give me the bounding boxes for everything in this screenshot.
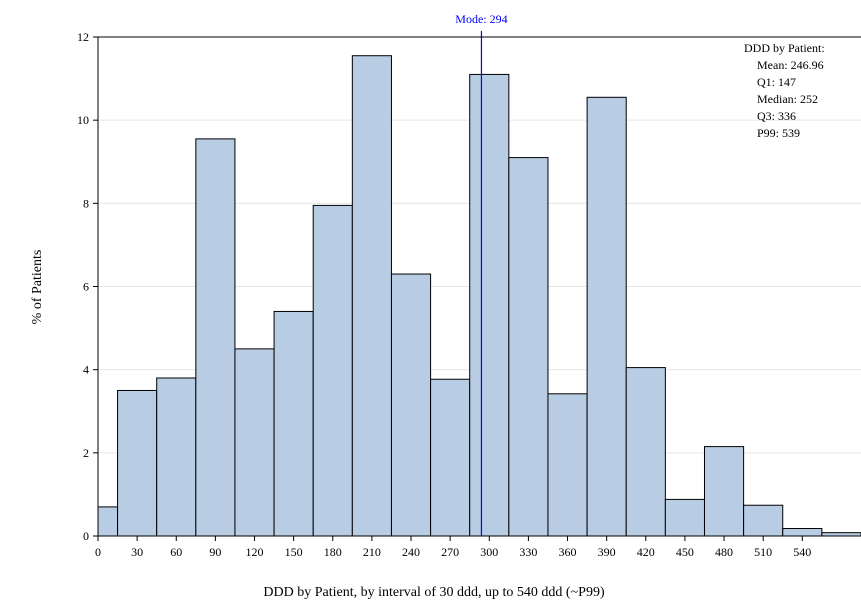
x-axis-title: DDD by Patient, by interval of 30 ddd, u… (263, 585, 605, 600)
x-tick-label: 420 (637, 545, 655, 559)
x-tick-label: 540 (793, 545, 811, 559)
x-tick-label: 180 (324, 545, 342, 559)
x-tick-label: 390 (598, 545, 616, 559)
histogram-bar (469, 73, 510, 537)
histogram-bar (703, 446, 745, 537)
histogram-bar (312, 204, 353, 537)
histogram-bar (508, 157, 549, 537)
stats-line: Q3: 336 (757, 109, 796, 123)
histogram-bar (117, 389, 158, 537)
x-tick-label: 450 (676, 545, 694, 559)
stats-line: Mean: 246.96 (757, 58, 824, 72)
stats-line: Q1: 147 (757, 75, 796, 89)
histogram-bar (195, 138, 236, 537)
histogram-bar (586, 96, 627, 537)
histogram-bar (664, 498, 705, 537)
histogram-bar (547, 393, 588, 537)
x-axis: 0 30 60 90 120 150 180 210 240 270 300 330 360 390 420… (95, 536, 811, 559)
y-tick-label: 6 (83, 280, 89, 294)
histogram-bar (273, 310, 314, 537)
histogram-bar (97, 506, 119, 537)
y-tick-label: 8 (83, 196, 89, 210)
x-tick-label: 90 (209, 545, 221, 559)
x-tick-label: 240 (402, 545, 420, 559)
stats-line: P99: 539 (757, 126, 800, 140)
x-tick-label: 150 (285, 545, 303, 559)
histogram-bar (351, 55, 392, 537)
x-tick-label: 30 (131, 545, 143, 559)
y-tick-label: 4 (83, 363, 89, 377)
stats-title: DDD by Patient: (744, 41, 825, 55)
stats-line: Median: 252 (757, 92, 818, 106)
y-axis-title: % of Patients (30, 250, 45, 325)
histogram-bar (625, 367, 666, 537)
stats-box: DDD by Patient: Mean: 246.96 Q1: 147 Media… (744, 41, 825, 140)
x-tick-label: 0 (95, 545, 101, 559)
x-tick-label: 210 (363, 545, 381, 559)
y-tick-label: 2 (83, 446, 89, 460)
y-tick-label: 0 (83, 529, 89, 543)
histogram-bars (97, 55, 861, 537)
x-tick-label: 480 (715, 545, 733, 559)
histogram-bar (782, 528, 823, 537)
histogram-bar (743, 504, 784, 537)
x-tick-label: 60 (170, 545, 182, 559)
x-tick-label: 270 (441, 545, 459, 559)
histogram-bar (390, 273, 432, 537)
y-tick-label: 10 (77, 113, 89, 127)
histogram-bar (430, 378, 471, 537)
histogram-bar (156, 377, 197, 537)
y-tick-label: 12 (77, 30, 89, 44)
x-tick-label: 360 (559, 545, 577, 559)
x-tick-label: 330 (519, 545, 537, 559)
mode-label: Mode: 294 (455, 12, 507, 26)
x-tick-label: 120 (246, 545, 264, 559)
x-tick-label: 300 (480, 545, 498, 559)
y-axis: 0 2 4 6 8 10 12 (77, 30, 98, 543)
histogram-bar (234, 348, 275, 537)
x-tick-label: 510 (754, 545, 772, 559)
